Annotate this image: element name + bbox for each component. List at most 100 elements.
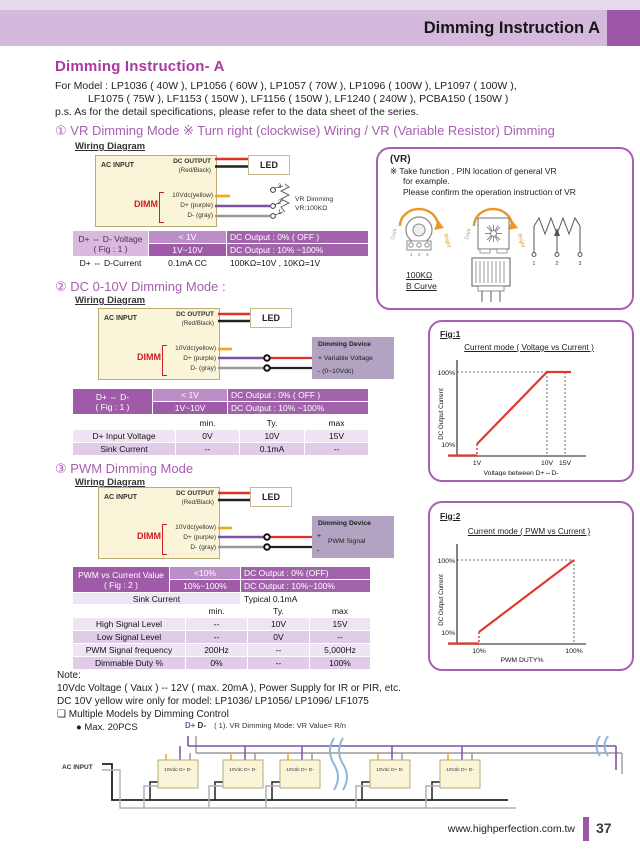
wire-10v-label: 10Vdc(yellow)	[175, 524, 216, 531]
vr-panel-line1: ※ Take function , PIN location of genera…	[390, 166, 557, 176]
dimming-device-title: Dimming Device	[318, 341, 371, 348]
table-row: Sink Current -- 0.1mA --	[72, 442, 369, 456]
wire-10v-label: 10Vdc(yellow)	[172, 192, 213, 199]
table-cell	[72, 416, 176, 430]
svg-text:1: 1	[410, 252, 413, 257]
section3-number: ③	[55, 461, 67, 476]
multi-caption-text: ( 1). VR Dimming Mode: VR Value= R/n	[214, 721, 346, 730]
table-cell: 100%	[309, 656, 371, 670]
led-box: LED	[250, 487, 292, 507]
table-cell: --	[309, 630, 371, 644]
wire-dplus-label: D+ (purple)	[183, 354, 216, 362]
dimm-bracket	[159, 192, 164, 223]
table-row: PWM Signal frequency 200Hz -- 5,000Hz	[72, 643, 371, 657]
footer-accent-bar	[583, 817, 589, 841]
vr-panel-line3: Please confirm the operation instruction…	[403, 187, 576, 197]
table-cell: <10%	[169, 566, 241, 580]
ps-line: p.s. As for the detail specifications, p…	[55, 106, 419, 118]
table-cell: 0V	[175, 429, 240, 443]
dark-label: Dark	[390, 228, 399, 241]
dminus-bus-label: D-	[197, 721, 206, 730]
wire-break-icon	[329, 736, 609, 791]
fig2-chart-svg: 100% 10% 10% 100% DC Output Current PWM …	[438, 544, 586, 664]
note-line1: 10Vdc Voltage ( Vaux ) -- 12V ( max. 20m…	[57, 683, 401, 694]
wiring-diagram-label: Wiring Diagram	[75, 295, 146, 306]
unit-label: 10Vdc D+ D-	[376, 767, 404, 773]
table-cell: Low Signal Level	[72, 630, 186, 644]
fig2-xtick-100: 100%	[565, 648, 582, 655]
wiring3-wires-svg	[218, 491, 312, 551]
ac-input-label: AC INPUT	[104, 494, 138, 501]
fig1-ylabel: DC Output Current	[438, 388, 445, 440]
table-cell: 0.1mA CC	[148, 256, 227, 270]
table-cell: 5,000Hz	[309, 643, 371, 657]
ac-input-label: AC INPUT	[62, 764, 93, 771]
table-cell: min.	[175, 416, 240, 430]
vr-value-label: VR:100KΩ	[295, 205, 328, 212]
dc-output-sub-label: (Red/Black)	[181, 319, 214, 327]
section3-title: PWM Dimming Mode	[70, 461, 194, 476]
table-row: High Signal Level -- 10V 15V	[72, 617, 371, 631]
dimm-label: DIMM	[137, 531, 161, 541]
vr-panel-line2: for example.	[403, 176, 450, 186]
table-cell: Dimmable Duty %	[72, 656, 186, 670]
section2-number: ②	[55, 279, 67, 294]
table-cell: High Signal Level	[72, 617, 186, 631]
table-cell: --	[247, 656, 310, 670]
pwm-mode-values-table: min. Ty. max High Signal Level -- 10V 15…	[72, 604, 371, 670]
fig1-ytick-10: 10%	[441, 442, 455, 449]
device-minus-sign: -	[317, 548, 320, 555]
dimm-bracket	[162, 345, 167, 376]
fig2-xlabel: PWM DUTY%	[500, 657, 543, 664]
table-cell: Ty.	[247, 604, 310, 618]
unit-label: 10Vdc D+ D-	[286, 767, 314, 773]
dark-label: Dark	[464, 228, 473, 241]
fig1-xtick-1v: 1V	[473, 460, 482, 467]
section1-heading: ① VR Dimming Mode ※ Turn right (clockwis…	[55, 123, 555, 139]
psu-box	[98, 487, 220, 559]
table-cell: DC Output : 0% (OFF)	[240, 566, 371, 580]
fig2-label: Fig:2	[440, 511, 461, 521]
table-cell: 1V~10V	[148, 243, 227, 257]
table-row: Low Signal Level -- 0V --	[72, 630, 371, 644]
dc-output-sub-label: (Red/Black)	[181, 498, 214, 506]
ac-input-label: AC INPUT	[104, 315, 138, 322]
table-cell: Sink Current	[72, 442, 176, 456]
dimm-bracket	[162, 524, 167, 555]
table-cell: --	[185, 617, 248, 631]
dc-mode-header-table: D+ ⇔ D- ( Fig : 1 ) < 1V DC Output : 0% …	[72, 388, 369, 415]
table-cell: < 1V	[152, 388, 228, 402]
dimm-label: DIMM	[137, 352, 161, 362]
table-cell: D+ ⇔ D- ( Fig : 1 )	[72, 388, 153, 415]
fig1-xtick-10v: 10V	[541, 460, 554, 467]
section2-heading: ② DC 0-10V Dimming Mode :	[55, 279, 226, 295]
table-row: 1V~10V DC Output : 10% ~100%	[73, 401, 369, 415]
wire-10v-label: 10Vdc(yellow)	[175, 345, 216, 352]
section3-heading: ③ PWM Dimming Mode	[55, 461, 193, 477]
table-cell: max	[309, 604, 371, 618]
wiring2-wires-svg	[218, 312, 312, 372]
table-cell: D+ Input Voltage	[72, 429, 176, 443]
wiring-diagram-label: Wiring Diagram	[75, 141, 146, 152]
page-title: Dimming Instruction A	[423, 19, 600, 37]
table-row: 10%~100% DC Output : 10%~100%	[73, 579, 371, 593]
table-cell: D+ ⇔ D- Voltage ( Fig : 1 )	[72, 230, 149, 257]
pwm-mode-header-table: PWM vs Current Value ( Fig : 2 ) <10% DC…	[72, 566, 371, 606]
ac-input-label: AC INPUT	[101, 162, 135, 169]
wire-dplus-label: D+ (purple)	[180, 202, 213, 209]
dc-output-label: DC OUTPUT	[176, 490, 214, 497]
table-cell: max	[304, 416, 369, 430]
table-cell: 10%~100%	[169, 579, 241, 593]
fig2-title: Current mode ( PWM vs Current )	[467, 527, 591, 536]
table-cell: min.	[185, 604, 248, 618]
vr-curve-text: B Curve	[406, 281, 437, 291]
fig1-xlabel: Voltage between D+⇔D-	[484, 470, 559, 476]
document-heading: Dimming Instruction- A	[55, 58, 225, 75]
fig2-ytick-10: 10%	[441, 630, 455, 637]
vr-panel-title: (VR)	[390, 154, 411, 165]
vr-pin2: 2	[278, 200, 282, 206]
psu-box	[95, 155, 217, 227]
section1-number: ①	[55, 123, 67, 138]
dimming-device-line1: + Variable Voltage	[318, 355, 373, 362]
